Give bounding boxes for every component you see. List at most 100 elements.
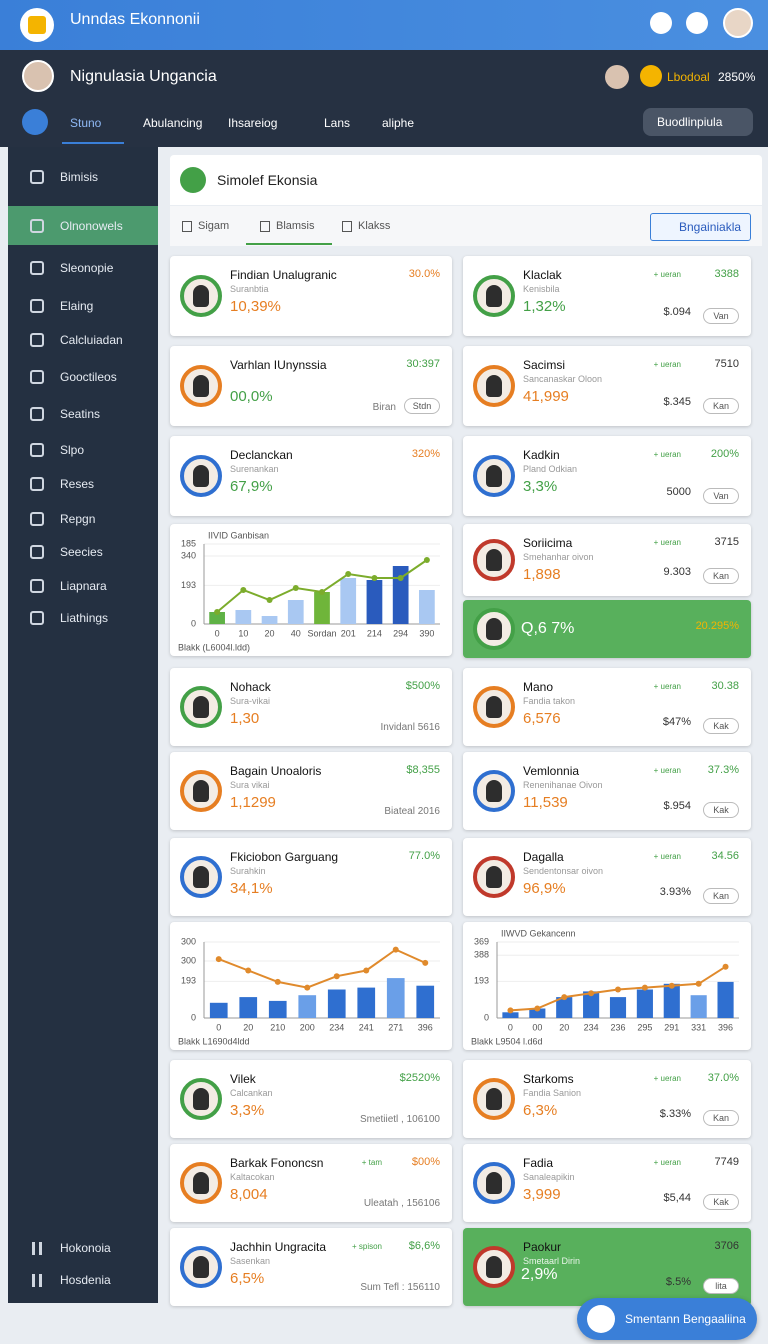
x-tick-label: 295 — [637, 1022, 652, 1032]
avatar — [180, 1078, 222, 1120]
stat-card: Jachhin Ungracita Sasenkan 6,5% $6,6% + spis… — [170, 1228, 452, 1306]
line-point — [534, 1005, 541, 1012]
sidebar-item[interactable]: Liathings — [60, 611, 109, 625]
trend: + ueran — [653, 766, 681, 775]
trend: + ueran — [653, 1074, 681, 1083]
line-point — [615, 986, 621, 993]
sidebar-item[interactable]: Bimisis — [60, 170, 98, 184]
panel-action[interactable]: Bngainiakla — [650, 213, 751, 241]
nav-action[interactable]: Buodlinpiula — [643, 108, 753, 136]
avatar — [180, 770, 222, 812]
panel-header: Simolef Ekonsia — [170, 155, 762, 205]
line-point — [214, 609, 221, 615]
sidebar-footer-item[interactable]: Hosdenia — [60, 1273, 111, 1287]
card-button[interactable]: Kak — [703, 802, 739, 818]
nav-tab[interactable]: Lans — [324, 116, 351, 130]
tab-icon — [260, 221, 270, 232]
avatar — [180, 686, 222, 728]
stat-card: Starkoms Fandia Sanion 6,3% 37.0% + ueran $.3… — [463, 1060, 751, 1138]
avatar-face — [193, 375, 209, 397]
value: 3,3% — [230, 1102, 265, 1119]
subtitle: Sanaleapikin — [523, 1172, 575, 1182]
avatar-face — [486, 549, 502, 571]
amount: $47% — [662, 716, 691, 728]
x-tick-label: 396 — [718, 1022, 733, 1032]
sidebar-item[interactable]: Repgn — [60, 512, 96, 526]
avatar — [473, 1246, 515, 1288]
sidebar-item[interactable]: Seecies — [60, 545, 103, 559]
subtitle: Sendentonsar oivon — [523, 866, 604, 876]
panel-tab[interactable]: Sigam — [198, 220, 230, 232]
sidebar-footer-item[interactable]: Hokonoia — [60, 1241, 111, 1255]
stat: 200% — [710, 448, 739, 460]
card-button[interactable]: Kan — [703, 568, 739, 584]
stat-card: Dagalla Sendentonsar oivon 96,9% 34.56 + uer… — [463, 838, 751, 916]
sidebar-item[interactable]: Olnonowels — [60, 219, 123, 233]
avatar — [180, 1246, 222, 1288]
sidebar-item[interactable]: Calcluiadan — [60, 333, 123, 347]
avatar-face — [193, 1088, 209, 1110]
line-point — [561, 994, 568, 1001]
stat-card: Bagain Unoaloris Sura vikai 1,1299 $8,355 Bi… — [170, 752, 452, 830]
card-button[interactable]: Kak — [703, 1194, 739, 1210]
footnote: Biateal 2016 — [384, 806, 440, 817]
nav-tab[interactable]: aliphe — [382, 116, 415, 130]
line-point — [392, 946, 399, 953]
card-button[interactable]: lita — [703, 1278, 739, 1294]
avatar[interactable] — [723, 8, 753, 38]
card-button[interactable]: Kan — [703, 888, 739, 904]
user-avatar — [22, 60, 54, 92]
nav-icon — [30, 170, 44, 184]
nav-icon — [30, 512, 44, 526]
x-tick-label: 214 — [367, 628, 382, 638]
card-button[interactable]: Stdn — [404, 398, 440, 414]
sidebar-item[interactable]: Liapnara — [60, 579, 107, 593]
line-point — [266, 597, 273, 603]
sidebar-item[interactable]: Gooctileos — [60, 370, 117, 384]
download-button[interactable] — [650, 12, 672, 34]
value: 2,9% — [521, 1266, 558, 1283]
nav-tab[interactable]: Ihsareiog — [228, 116, 278, 130]
nav-tab[interactable]: Abulancing — [143, 116, 203, 130]
avatar — [473, 455, 515, 497]
line-point — [345, 571, 352, 577]
sidebar-item[interactable]: Elaing — [60, 299, 94, 313]
stat: 320% — [411, 448, 440, 460]
amount: $5,44 — [663, 1192, 691, 1204]
x-tick-label: 234 — [329, 1022, 344, 1032]
title: Varhlan IUnynssia — [230, 358, 327, 372]
card-button[interactable]: Kan — [703, 398, 739, 414]
sidebar-item[interactable]: Sleonopie — [60, 261, 114, 275]
sidebar-item[interactable]: Reses — [60, 477, 95, 491]
nav-tab[interactable]: Stuno — [70, 116, 102, 130]
x-tick-label: 241 — [359, 1022, 374, 1032]
card-button[interactable]: Kan — [703, 1110, 739, 1126]
chart-footer: Blakk L9504 l.d6d — [471, 1036, 543, 1046]
nav-icon — [30, 370, 44, 384]
value: 00,0% — [230, 388, 273, 405]
stat: 3388 — [714, 268, 739, 280]
status: Lbodoal — [667, 70, 710, 84]
y-tick-label: 193 — [181, 580, 196, 590]
card-button[interactable]: Van — [703, 488, 739, 504]
fab[interactable]: Smentann Bengaaliina — [577, 1298, 757, 1340]
notifications-button[interactable] — [686, 12, 708, 34]
avatar — [473, 686, 515, 728]
x-tick-label: 396 — [418, 1022, 433, 1032]
x-tick-label: 236 — [610, 1022, 625, 1032]
value: 8,004 — [230, 1186, 268, 1203]
home-icon[interactable] — [22, 109, 48, 135]
sidebar-item[interactable]: Seatins — [60, 407, 101, 421]
stat-card: Soriicima Smehanhar oivon 1,898 3715 + ueran… — [463, 524, 751, 596]
value: 11,539 — [523, 794, 568, 811]
card-button[interactable]: Van — [703, 308, 739, 324]
line-point — [240, 587, 247, 593]
card-button[interactable]: Kak — [703, 718, 739, 734]
stat-card: Klaclak Kenisbila 1,32% 3388 + ueran $.094 Van — [463, 256, 751, 336]
panel-tab[interactable]: Klakss — [358, 220, 391, 232]
nav-icon — [30, 299, 44, 313]
sidebar-item[interactable]: Slpo — [60, 443, 85, 457]
trend: + spison — [351, 1242, 382, 1251]
amount: $.094 — [663, 306, 691, 318]
panel-tab[interactable]: Blamsis — [276, 220, 315, 232]
